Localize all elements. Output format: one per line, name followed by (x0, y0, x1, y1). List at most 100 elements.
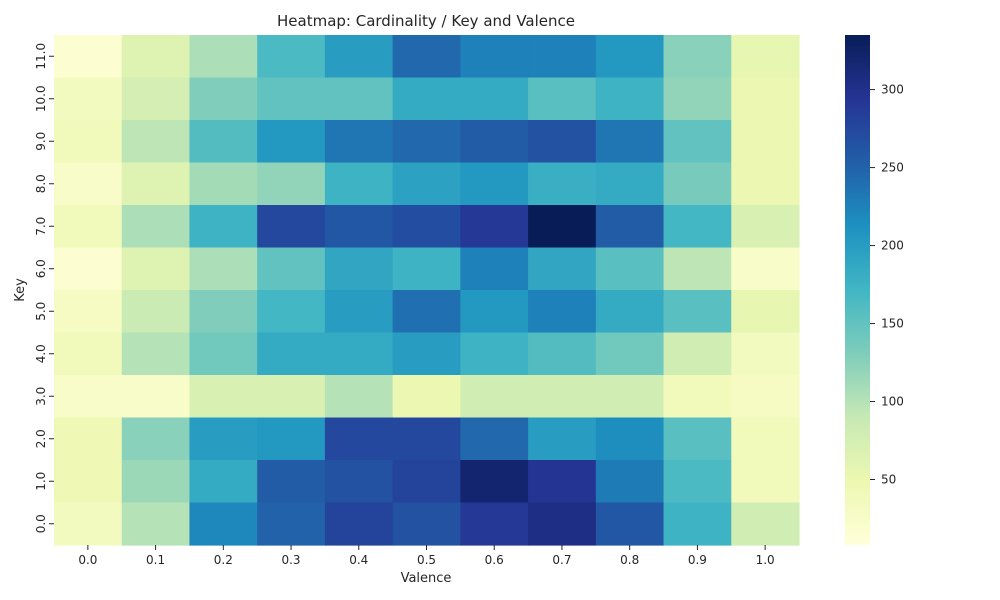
heatmap-cell (54, 77, 123, 121)
heatmap-cell (257, 162, 326, 206)
heatmap-cell (731, 502, 800, 546)
heatmap-cell (731, 460, 800, 504)
x-tick-label: 0.2 (214, 553, 233, 567)
heatmap-cell (663, 375, 732, 419)
heatmap-cell (731, 290, 800, 334)
heatmap-cell (731, 205, 800, 249)
heatmap-cell (528, 120, 597, 164)
heatmap-cell (189, 460, 258, 504)
heatmap-cell (324, 120, 394, 164)
heatmap-cell (324, 77, 394, 121)
heatmap-cell (731, 162, 800, 206)
heatmap-cell (54, 120, 123, 164)
heatmap-cell (257, 247, 326, 291)
heatmap-cell (595, 77, 665, 121)
heatmap-cell (257, 120, 326, 164)
heatmap-cell (595, 162, 665, 206)
heatmap-cell (189, 77, 258, 121)
heatmap-cell (663, 460, 732, 504)
colorbar-tick-label: 300 (881, 83, 904, 97)
colorbar-tick-label: 250 (881, 161, 904, 175)
heatmap-cell (392, 162, 461, 206)
heatmap-cell (121, 120, 191, 164)
heatmap-cell (460, 162, 529, 206)
heatmap-cell (731, 35, 800, 79)
x-axis-label: Valence (401, 571, 452, 586)
y-tick-label: 7.0 (34, 217, 48, 236)
heatmap-cells (54, 35, 800, 546)
x-tick-label: 0.4 (349, 553, 368, 567)
x-tick-label: 0.0 (78, 553, 97, 567)
x-axis-ticks: 0.0 0.1 0.2 0.3 0.4 0.5 0.6 0.7 0.8 0.9 1.0 (78, 545, 775, 567)
heatmap-cell (528, 290, 597, 334)
heatmap-cell (663, 417, 732, 461)
heatmap-cell (528, 162, 597, 206)
x-tick-label: 0.5 (417, 553, 436, 567)
heatmap-cell (460, 375, 529, 419)
heatmap-cell (121, 205, 191, 249)
heatmap-cell (189, 290, 258, 334)
heatmap-cell (121, 77, 191, 121)
heatmap-cell (257, 35, 326, 79)
heatmap-cell (392, 460, 461, 504)
heatmap-cell (595, 205, 665, 249)
heatmap-cell (324, 460, 394, 504)
colorbar-tick-label: 150 (881, 317, 904, 331)
chart-title: Heatmap: Cardinality / Key and Valence (277, 12, 575, 30)
heatmap-cell (324, 502, 394, 546)
heatmap-cell (460, 205, 529, 249)
colorbar-tick-label: 100 (881, 395, 904, 409)
heatmap-cell (528, 247, 597, 291)
heatmap-cell (528, 375, 597, 419)
heatmap-cell (324, 247, 394, 291)
heatmap-cell (324, 332, 394, 376)
heatmap-cell (528, 417, 597, 461)
heatmap-cell (392, 417, 461, 461)
heatmap-cell (392, 205, 461, 249)
heatmap-cell (460, 120, 529, 164)
heatmap-cell (54, 205, 123, 249)
heatmap-cell (324, 290, 394, 334)
heatmap-cell (528, 205, 597, 249)
heatmap-cell (663, 290, 732, 334)
heatmap-cell (392, 120, 461, 164)
y-tick-label: 9.0 (34, 132, 48, 151)
heatmap-cell (663, 205, 732, 249)
heatmap-cell (257, 460, 326, 504)
heatmap-cell (54, 35, 123, 79)
colorbar-ticks: 50 100 150 200 250 300 (870, 83, 904, 486)
heatmap-cell (257, 77, 326, 121)
y-tick-label: 2.0 (34, 429, 48, 448)
heatmap-cell (121, 502, 191, 546)
heatmap-cell (460, 502, 529, 546)
heatmap-cell (528, 460, 597, 504)
colorbar-tick-label: 50 (881, 472, 896, 486)
heatmap-cell (731, 332, 800, 376)
heatmap-cell (663, 77, 732, 121)
heatmap-cell (595, 290, 665, 334)
heatmap-cell (257, 417, 326, 461)
heatmap-cell (257, 502, 326, 546)
heatmap-cell (121, 35, 191, 79)
heatmap-cell (257, 290, 326, 334)
heatmap-cell (595, 460, 665, 504)
colorbar: 50 100 150 200 250 300 (845, 35, 904, 545)
y-tick-label: 8.0 (34, 174, 48, 193)
heatmap-cell (392, 375, 461, 419)
heatmap-cell (189, 205, 258, 249)
heatmap-cell (731, 247, 800, 291)
heatmap-cell (392, 35, 461, 79)
heatmap-cell (54, 417, 123, 461)
heatmap-cell (528, 502, 597, 546)
heatmap-cell (595, 332, 665, 376)
heatmap-cell (595, 375, 665, 419)
heatmap-cell (528, 35, 597, 79)
heatmap-cell (257, 332, 326, 376)
heatmap-cell (595, 417, 665, 461)
heatmap-cell (392, 290, 461, 334)
heatmap-cell (460, 460, 529, 504)
heatmap-cell (392, 502, 461, 546)
heatmap-cell (121, 417, 191, 461)
heatmap-cell (121, 162, 191, 206)
